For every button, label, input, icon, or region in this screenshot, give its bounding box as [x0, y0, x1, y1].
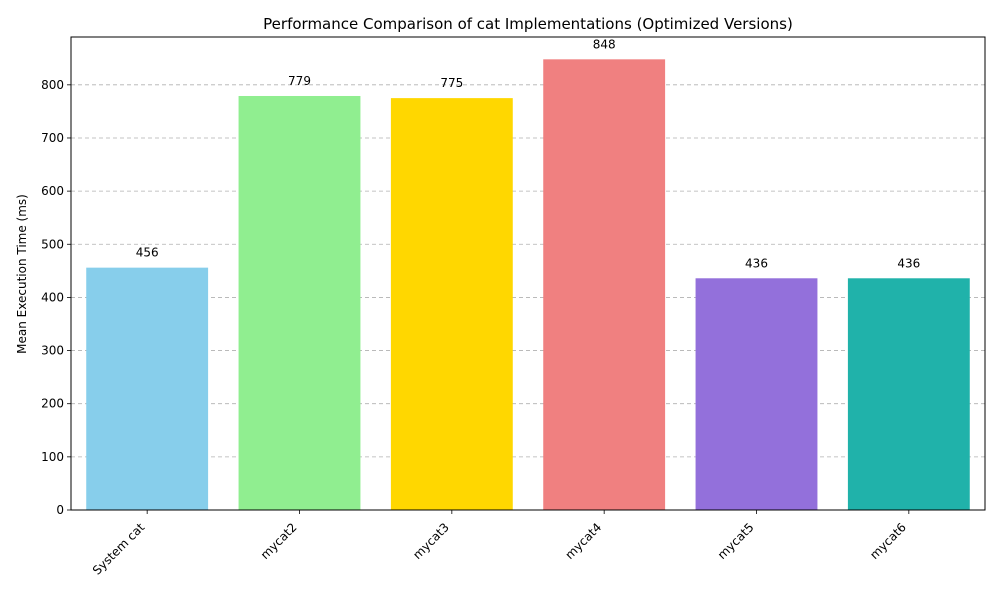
y-tick-label: 700: [41, 131, 64, 145]
bars: [86, 59, 970, 511]
data-labels: 456 779 775 848 436 436: [136, 37, 921, 270]
x-tick-label: mycat4: [563, 520, 605, 562]
bar: [695, 278, 818, 510]
x-tick-label: mycat3: [410, 520, 452, 562]
axes: [70, 36, 986, 511]
data-label: 848: [593, 37, 616, 51]
y-tick-label: 100: [41, 450, 64, 464]
chart-title: Performance Comparison of cat Implementa…: [263, 15, 793, 33]
x-tick-label: mycat2: [258, 520, 300, 562]
y-axis-label: Mean Execution Time (ms): [15, 194, 29, 354]
y-tick-label: 500: [41, 237, 64, 251]
x-tick-label: mycat6: [867, 520, 909, 562]
data-label: 456: [136, 246, 159, 260]
bar: [543, 59, 666, 510]
data-label: 775: [440, 76, 463, 90]
bar: [86, 267, 209, 510]
plot-frame: [70, 36, 986, 511]
y-tick-label: 300: [41, 344, 64, 358]
y-tick-label: 400: [41, 290, 64, 304]
bar: [390, 98, 513, 510]
x-tick-label: mycat5: [715, 520, 757, 562]
x-tick-label: System cat: [90, 520, 148, 578]
y-tick-label: 200: [41, 397, 64, 411]
x-axis-ticks: System cat mycat2 mycat3 mycat4 mycat5 mycat6: [90, 510, 910, 578]
y-tick-label: 0: [56, 503, 64, 517]
data-label: 436: [745, 256, 768, 270]
bar: [847, 278, 970, 510]
y-tick-label: 800: [41, 78, 64, 92]
y-axis-ticks: 0 100 200 300 400 500 600 700 800: [41, 78, 71, 517]
bar: [238, 95, 361, 511]
data-label: 779: [288, 74, 311, 88]
data-label: 436: [897, 256, 920, 270]
grid-lines: [71, 84, 985, 458]
y-tick-label: 600: [41, 184, 64, 198]
